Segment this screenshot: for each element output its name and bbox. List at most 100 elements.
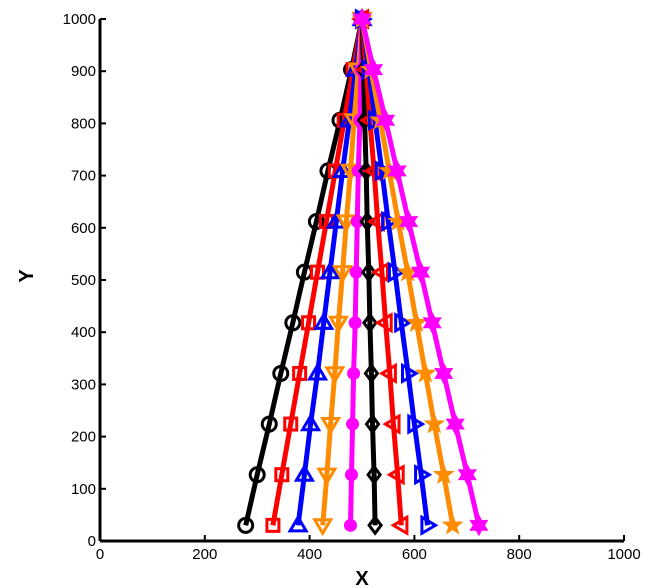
data-point [390, 514, 409, 536]
data-point [399, 210, 419, 233]
x-tick-label: 1000 [607, 546, 640, 563]
data-point [335, 214, 357, 233]
series-line [359, 18, 430, 526]
data-point [370, 261, 389, 283]
data-point [367, 514, 383, 536]
data-point [307, 213, 325, 231]
data-point [327, 315, 350, 334]
data-point [374, 160, 393, 182]
data-point [445, 413, 465, 436]
data-point [345, 468, 359, 482]
y-tick-label: 600 [71, 220, 96, 237]
data-point [387, 159, 407, 182]
data-point [378, 362, 397, 385]
y-tick-label: 300 [71, 376, 96, 393]
data-point [401, 362, 420, 385]
data-point [348, 316, 362, 330]
y-tick-label: 700 [71, 168, 96, 185]
data-point [352, 7, 372, 31]
data-point [293, 463, 316, 482]
data-point [274, 467, 290, 483]
data-point [434, 362, 454, 385]
data-point [319, 261, 341, 280]
series-line [295, 18, 365, 526]
data-point [407, 413, 426, 435]
series-line [243, 18, 365, 526]
data-point [265, 517, 281, 533]
x-tick-label: 600 [402, 546, 427, 563]
y-tick-label: 100 [71, 481, 96, 498]
data-point [469, 514, 489, 537]
data-point [441, 513, 464, 535]
y-tick-label: 900 [71, 63, 96, 80]
data-point [382, 413, 401, 435]
data-point [411, 261, 431, 284]
data-point [364, 413, 381, 435]
data-point [414, 464, 433, 486]
data-point [414, 361, 437, 383]
data-point [237, 516, 255, 534]
data-point [283, 416, 299, 432]
data-point [405, 311, 428, 333]
y-tick-label: 800 [71, 115, 96, 132]
data-point [363, 362, 380, 384]
series-layer [237, 7, 489, 537]
series-line [359, 18, 404, 526]
y-tick-label: 200 [71, 429, 96, 446]
series-line [320, 18, 365, 526]
series-9 [351, 7, 464, 535]
series-line [359, 18, 378, 526]
data-point [331, 265, 354, 284]
y-axis-label: Y [16, 269, 38, 283]
data-point [301, 315, 317, 331]
data-point [381, 210, 400, 233]
data-point [375, 109, 396, 132]
y-tick-label: 500 [71, 272, 96, 289]
data-point [260, 415, 278, 433]
x-tick-label: 400 [297, 546, 322, 563]
data-point [346, 417, 360, 431]
data-point [363, 58, 384, 81]
series-10 [352, 7, 489, 537]
x-tick-label: 0 [96, 546, 104, 563]
data-point [347, 366, 361, 380]
data-point [423, 412, 446, 434]
data-point [272, 364, 290, 382]
data-point [350, 215, 364, 229]
data-point [359, 211, 376, 232]
data-point [386, 464, 405, 486]
data-point [387, 261, 406, 283]
y-tick-label: 400 [71, 324, 96, 341]
data-point [457, 463, 477, 486]
series-line [270, 18, 365, 526]
data-point [362, 312, 378, 334]
x-tick-label: 800 [507, 546, 532, 563]
data-point [284, 314, 302, 332]
data-point [299, 413, 322, 432]
data-point [292, 365, 308, 381]
data-point [312, 518, 334, 537]
x-tick-label: 200 [192, 546, 217, 563]
data-point [343, 518, 357, 532]
data-point [306, 362, 329, 381]
x-axis-label: X [355, 568, 369, 588]
data-point [420, 514, 439, 536]
data-point [360, 261, 377, 283]
y-axis-ticks: 0 100 200 300 400 500 600 700 800 900 1000 [63, 11, 106, 550]
y-tick-label: 1000 [63, 11, 96, 28]
data-point [324, 366, 346, 385]
data-point [319, 417, 342, 436]
y-tick-label: 0 [88, 533, 96, 550]
data-point [248, 466, 266, 484]
data-point [313, 311, 335, 330]
data-point [422, 311, 442, 334]
data-point [394, 312, 413, 334]
data-point [287, 514, 309, 533]
data-point [349, 265, 363, 279]
data-point [309, 264, 325, 280]
x-axis-ticks: 0 200 400 600 800 1000 [96, 535, 641, 563]
data-point [316, 467, 338, 486]
data-point [432, 463, 455, 484]
data-point [366, 464, 382, 486]
